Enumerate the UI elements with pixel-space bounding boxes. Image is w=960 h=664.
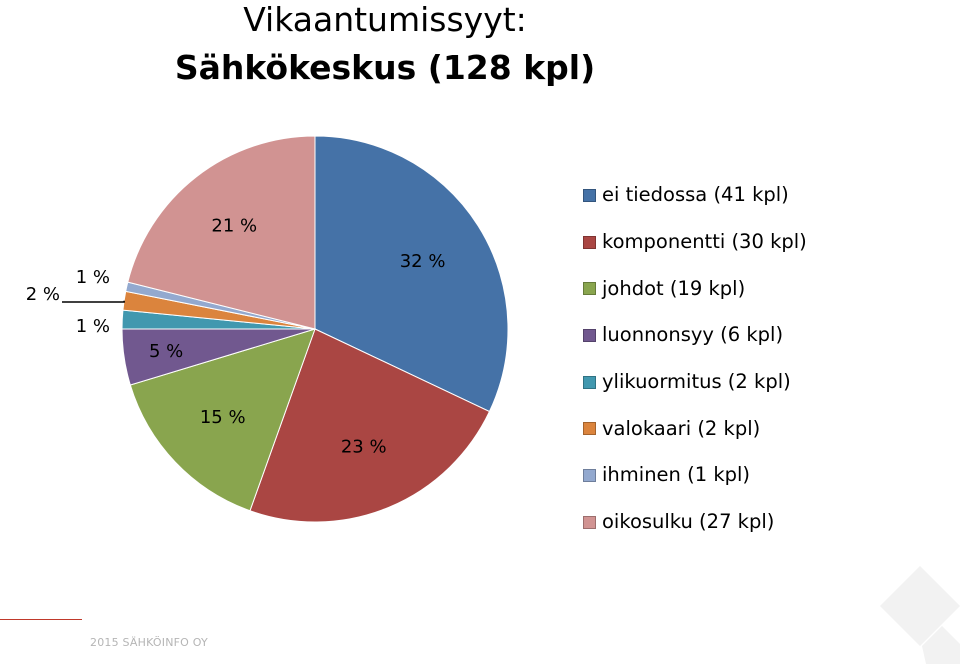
legend-swatch — [583, 375, 596, 389]
slice-label-0: 32 % — [400, 251, 446, 272]
legend-label: johdot (19 kpl) — [602, 276, 746, 300]
footer-divider — [0, 619, 82, 620]
slice-label-6: 1 % — [76, 267, 110, 288]
slice-label-4: 1 % — [76, 316, 110, 337]
legend-item-1: komponentti (30 kpl) — [583, 219, 953, 266]
legend-swatch — [583, 188, 596, 202]
legend-label: ylikuormitus (2 kpl) — [602, 370, 791, 394]
legend-item-7: oikosulku (27 kpl) — [583, 499, 953, 546]
slice-label-7: 21 % — [211, 216, 257, 237]
legend-item-2: johdot (19 kpl) — [583, 265, 953, 312]
legend-swatch — [583, 282, 596, 296]
pie-slice-7 — [127, 135, 316, 330]
legend-item-3: luonnonsyy (6 kpl) — [583, 312, 953, 359]
leader-line-5 — [62, 300, 125, 303]
pie-slice-0 — [314, 135, 509, 413]
legend-swatch — [583, 235, 596, 249]
legend-swatch — [583, 422, 596, 436]
legend-label: ihminen (1 kpl) — [602, 463, 751, 487]
legend-label: komponentti (30 kpl) — [602, 230, 807, 254]
slice-label-1: 23 % — [341, 437, 387, 458]
slice-label-3: 5 % — [149, 341, 183, 362]
legend-label: valokaari (2 kpl) — [602, 416, 761, 440]
legend-item-5: valokaari (2 kpl) — [583, 405, 953, 452]
legend-item-0: ei tiedossa (41 kpl) — [583, 172, 953, 219]
legend-label: luonnonsyy (6 kpl) — [602, 323, 784, 347]
slice-label-5: 2 % — [26, 284, 60, 305]
pie-slice-2 — [129, 328, 316, 512]
chart-title-line2: Sähkökeskus (128 kpl) — [174, 48, 596, 87]
legend-item-6: ihminen (1 kpl) — [583, 452, 953, 499]
chart-title-line1: Vikaantumissyyt: — [243, 0, 527, 39]
legend-swatch — [583, 468, 596, 482]
footer-copyright: 2015 SÄHKÖINFO OY — [90, 636, 208, 649]
legend-swatch — [583, 328, 596, 342]
legend-item-4: ylikuormitus (2 kpl) — [583, 359, 953, 406]
legend-swatch — [583, 515, 596, 529]
legend-label: ei tiedossa (41 kpl) — [602, 183, 789, 207]
chart-legend: ei tiedossa (41 kpl) komponentti (30 kpl)… — [583, 172, 953, 546]
corner-logo-mark — [880, 566, 960, 664]
slice-label-2: 15 % — [200, 407, 246, 428]
legend-label: oikosulku (27 kpl) — [602, 510, 775, 534]
pie-slice-1 — [249, 328, 491, 523]
